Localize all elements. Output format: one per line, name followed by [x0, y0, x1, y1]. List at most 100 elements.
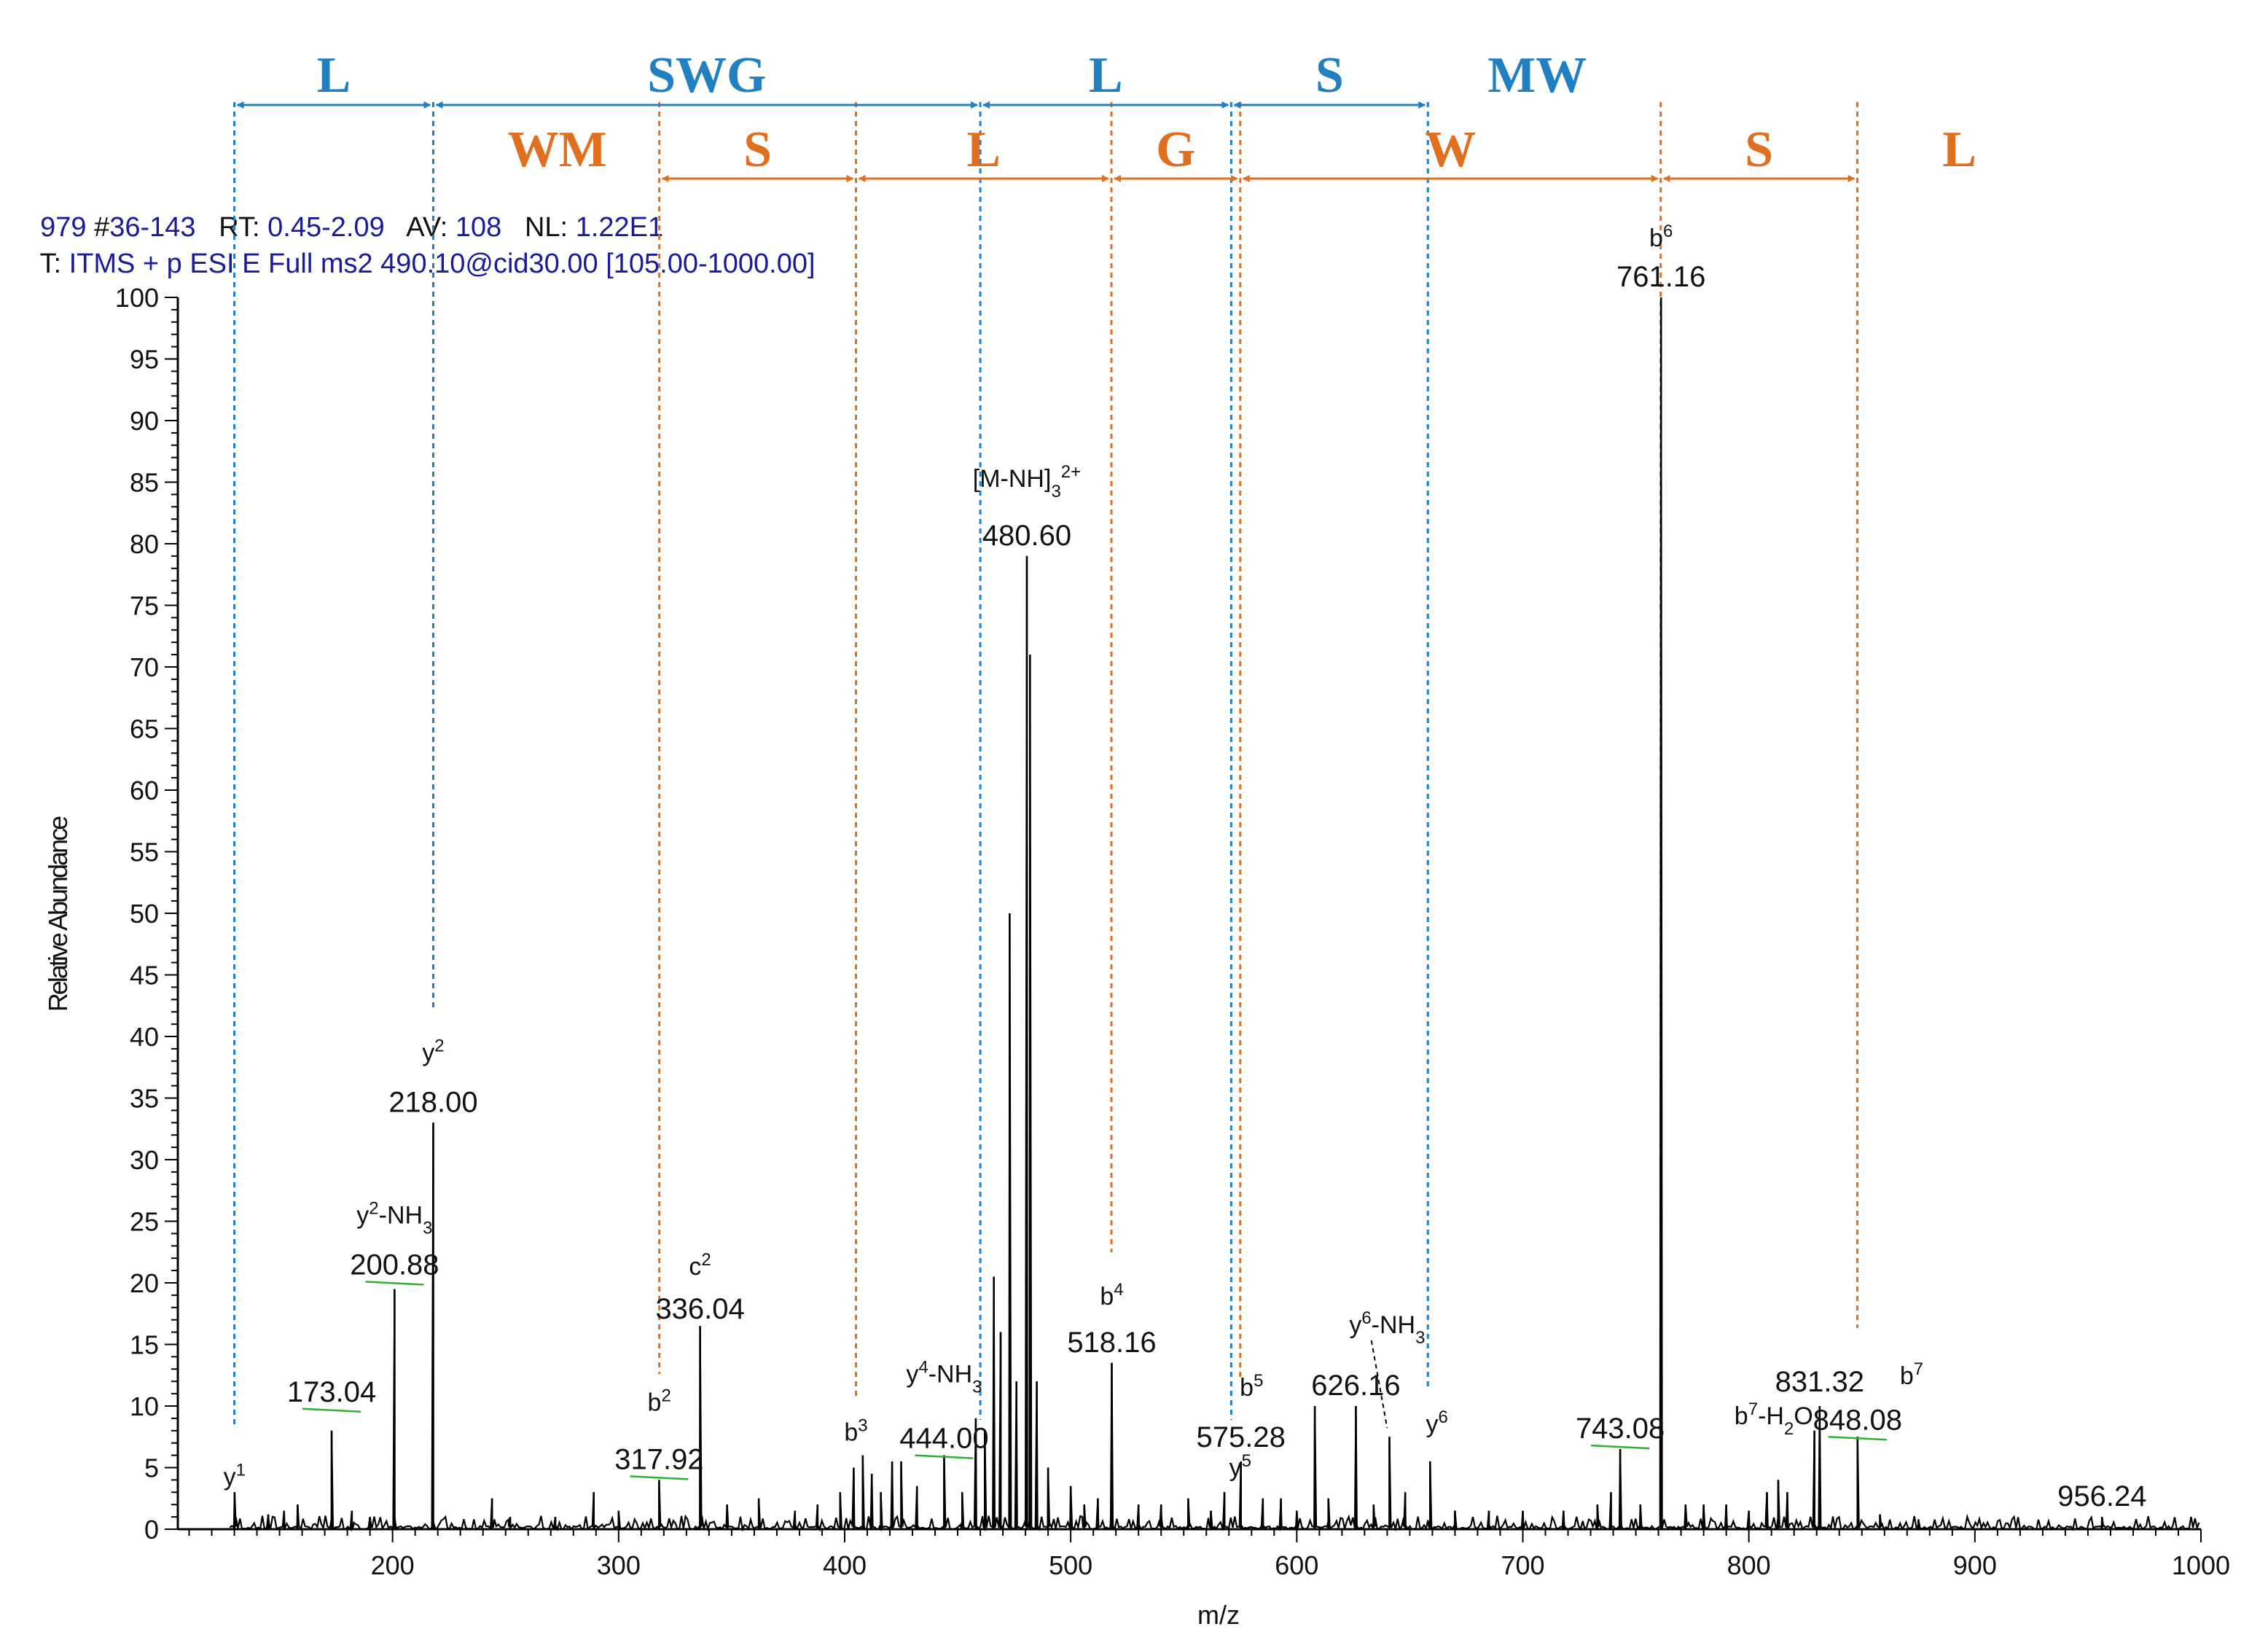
- orange-residue-label: G: [1156, 122, 1195, 178]
- orange-residue-label: L: [966, 122, 1001, 178]
- peak-mz-label: 848.08: [1813, 1404, 1902, 1436]
- ion-label: y5: [1229, 1451, 1251, 1483]
- filter-key: T:: [39, 249, 61, 279]
- y-tick-label: 50: [130, 899, 159, 929]
- peak-markers: [233, 297, 2103, 1529]
- x-tick-label: 300: [597, 1550, 641, 1580]
- x-tick-label: 400: [823, 1550, 867, 1580]
- scan-range: 36-143: [109, 212, 196, 243]
- peak-mz-label: 444.00: [899, 1423, 988, 1455]
- y-tick-label: 20: [130, 1268, 159, 1298]
- ion-label: b4: [1100, 1279, 1123, 1311]
- ion-label: b5: [1240, 1371, 1263, 1402]
- peak-mz-label: 200.88: [350, 1249, 439, 1281]
- ion-label: b7: [1900, 1359, 1923, 1391]
- peak-mz-label: 336.04: [655, 1293, 744, 1325]
- y-tick-label: 100: [115, 283, 159, 313]
- y-tick-label: 55: [130, 837, 159, 867]
- blue-residue-label: L: [317, 47, 351, 104]
- peak-mz-label: 626.16: [1311, 1370, 1400, 1402]
- ion-label: y6: [1426, 1407, 1447, 1439]
- ion-label: b6: [1649, 222, 1673, 253]
- y-tick-label: 25: [130, 1207, 159, 1237]
- blue-residue-label: MW: [1487, 47, 1587, 104]
- peak-mz-label: 761.16: [1616, 261, 1705, 293]
- y-tick-label: 90: [130, 406, 159, 436]
- y-tick-label: 0: [144, 1515, 159, 1545]
- filter-header: T: ITMS + p ESI E Full ms2 490.10@cid30.…: [25, 217, 816, 280]
- peak-leader-line: [302, 1407, 361, 1413]
- x-tick-label: 500: [1049, 1550, 1092, 1580]
- blue-residue-label: SWG: [647, 47, 766, 104]
- x-tick-label: 600: [1275, 1550, 1318, 1580]
- peak-mz-label: 317.92: [614, 1443, 703, 1475]
- y-tick-label: 30: [130, 1145, 159, 1175]
- y-tick-label: 5: [144, 1453, 159, 1483]
- peak-mz-label: 480.60: [982, 520, 1071, 552]
- ion-guide-lines: [233, 102, 1859, 1442]
- spectrum-trace: [229, 297, 2200, 1532]
- ion-label: y2-NH3: [356, 1198, 432, 1238]
- peak-mz-label: 173.04: [287, 1376, 376, 1408]
- orange-residue-label: S: [1745, 122, 1773, 178]
- axes: [176, 297, 2201, 1531]
- peak-mz-label: 743.08: [1576, 1413, 1665, 1445]
- peak-leader-line: [1828, 1436, 1887, 1441]
- peak-leader-line: [915, 1454, 974, 1459]
- scan-range-key: #: [94, 212, 110, 243]
- y-axis-label: Relative Abundance: [43, 816, 73, 1012]
- peak-mz-label: 575.28: [1196, 1421, 1285, 1453]
- y-ticks: 0 5 10 15 20 25 30 35 40 45 50 55 60 65 70 75 80 85 90 95 10…: [115, 283, 178, 1545]
- ion-label: y1: [224, 1460, 246, 1491]
- ion-label: [M-NH]32+: [973, 461, 1081, 501]
- ion-label: y6-NH3: [1349, 1308, 1425, 1348]
- y-tick-label: 40: [130, 1022, 159, 1052]
- nl-key: NL:: [524, 212, 568, 243]
- y-tick-label: 65: [130, 714, 159, 744]
- ion-label: y2: [422, 1036, 444, 1067]
- y-tick-label: 85: [130, 468, 159, 498]
- x-tick-label: 200: [371, 1550, 415, 1580]
- x-tick-label: 1000: [2172, 1550, 2230, 1580]
- peak-mz-label: 831.32: [1775, 1366, 1864, 1398]
- nl-value: 1.22E1: [575, 212, 664, 243]
- orange-residue-label: WM: [508, 122, 607, 178]
- peak-mz-label: 218.00: [388, 1086, 477, 1118]
- peak-mz-label: 518.16: [1067, 1327, 1156, 1359]
- ion-label: b2: [648, 1386, 671, 1417]
- orange-residue-label: L: [1942, 122, 1976, 178]
- ion-label: c2: [689, 1250, 711, 1281]
- blue-residue-label: L: [1089, 47, 1123, 104]
- y-tick-label: 15: [130, 1330, 159, 1360]
- x-tick-label: 700: [1501, 1550, 1544, 1580]
- blue-residue-label: S: [1315, 47, 1344, 104]
- x-ticks: 200 300 400 500 600 700 800 900 1000: [188, 1529, 2230, 1580]
- rt-value: 0.45-2.09: [267, 212, 385, 243]
- filter-value: ITMS + p ESI E Full ms2 490.10@cid30.00 …: [69, 249, 816, 279]
- ion-label: b7-H2O: [1735, 1399, 1813, 1439]
- x-axis-label: m/z: [1197, 1600, 1240, 1630]
- rt-key: RT:: [219, 212, 260, 243]
- y-tick-label: 10: [130, 1391, 159, 1421]
- ion-label: b3: [844, 1416, 867, 1447]
- y-tick-label: 75: [130, 591, 159, 621]
- ion-label: y4-NH3: [906, 1357, 982, 1397]
- peak-annotations: y1 173.04 y2-NH3 200.88 y2 218.00 b2 317.92 c2 33…: [224, 222, 2147, 1513]
- x-tick-label: 900: [1953, 1550, 1997, 1580]
- peak-leader-line: [630, 1475, 689, 1480]
- y-tick-label: 35: [130, 1084, 159, 1114]
- y6-nh3-leader: [1370, 1340, 1388, 1429]
- y-tick-label: 45: [130, 961, 159, 991]
- y-tick-label: 70: [130, 652, 159, 682]
- y-tick-label: 80: [130, 529, 159, 559]
- x-tick-label: 800: [1727, 1550, 1771, 1580]
- scan-header: 979 #36-143 RT: 0.45-2.09 AV: 108 NL: 1.…: [25, 181, 663, 243]
- peak-leader-line: [365, 1281, 424, 1286]
- orange-residue-label: W: [1425, 122, 1476, 178]
- scan-number: 979: [40, 212, 87, 243]
- peak-mz-label: 956.24: [2057, 1480, 2146, 1512]
- orange-residue-label: S: [743, 122, 772, 178]
- y-tick-label: 95: [130, 345, 159, 375]
- av-value: 108: [455, 212, 502, 243]
